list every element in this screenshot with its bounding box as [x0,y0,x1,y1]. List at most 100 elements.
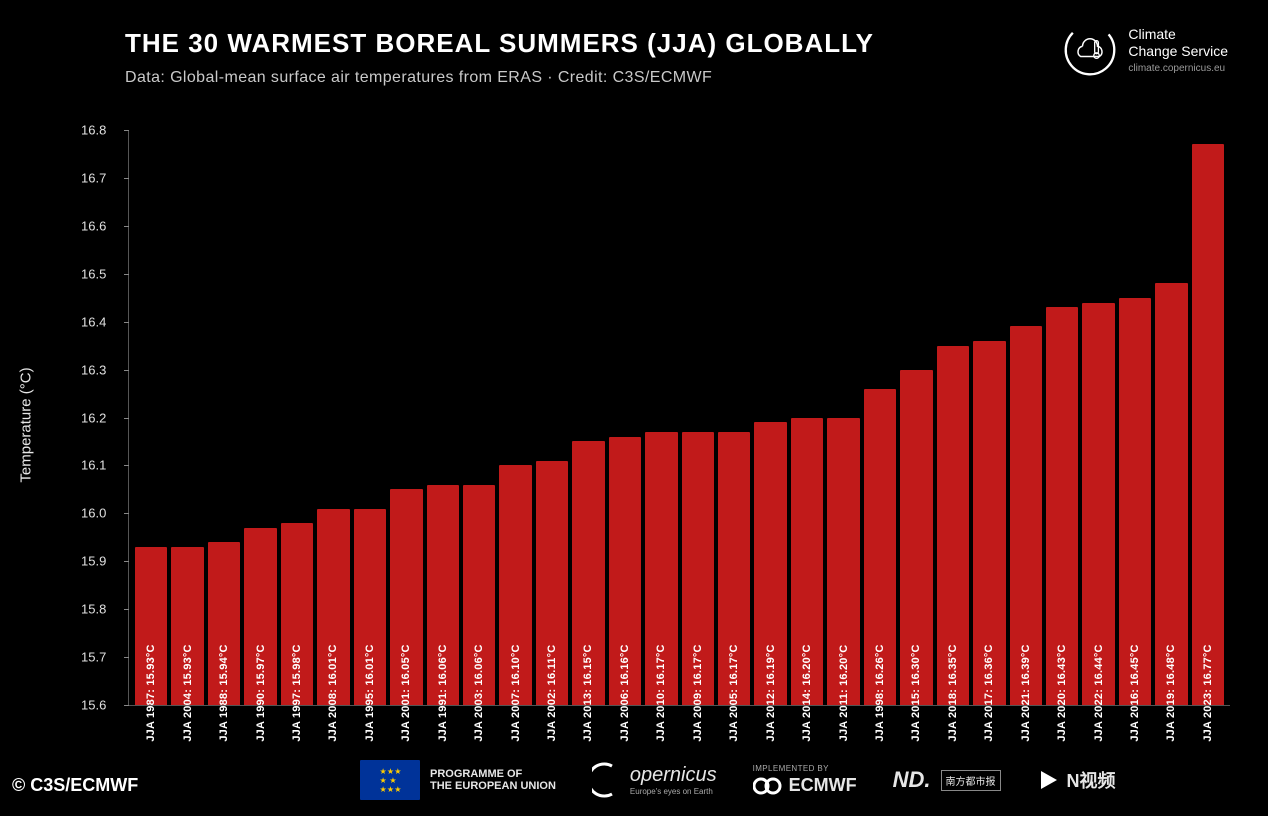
bar-value-label: JJA 2001: 16.05°C [400,644,412,741]
logo-text: Climate Change Service climate.copernicu… [1128,26,1228,75]
bar: JJA 1997: 15.98°C [281,523,313,705]
bar-value-label: JJA 2013: 16.15°C [582,644,594,741]
nd-box: 南方都市报 [941,770,1001,791]
bar: JJA 2019: 16.48°C [1155,283,1187,705]
bar: JJA 2004: 15.93°C [171,547,203,705]
bar: JJA 2001: 16.05°C [390,489,422,705]
bar-wrap: JJA 2015: 16.30°C [898,130,934,705]
bar-wrap: JJA 1997: 15.98°C [279,130,315,705]
bar-value-label: JJA 2005: 16.17°C [728,644,740,741]
bar-wrap: JJA 1998: 16.26°C [862,130,898,705]
bar-wrap: JJA 2011: 16.20°C [825,130,861,705]
bar-value-label: JJA 1991: 16.06°C [437,644,449,741]
y-tick-mark [124,274,129,275]
bar-value-label: JJA 2004: 15.93°C [182,644,194,741]
y-tick-mark [124,178,129,179]
bar: JJA 1998: 16.26°C [864,389,896,705]
page-root: THE 30 WARMEST BOREAL SUMMERS (JJA) GLOB… [0,0,1268,816]
y-tick-label: 16.3 [81,362,106,377]
bar-value-label: JJA 2018: 16.35°C [947,644,959,741]
nvideo-block: N视频 [1037,767,1116,793]
bar-value-label: JJA 2019: 16.48°C [1165,644,1177,741]
ecmwf-icon [753,776,783,796]
bar-wrap: JJA 2007: 16.10°C [497,130,533,705]
bar: JJA 2014: 16.20°C [791,418,823,706]
bar: JJA 2023: 16.77°C [1192,144,1224,705]
copernicus-name: opernicus [630,764,717,786]
y-tick-label: 16.7 [81,170,106,185]
bar-value-label: JJA 2022: 16.44°C [1093,644,1105,741]
y-tick-mark [124,370,129,371]
y-tick-label: 16.5 [81,266,106,281]
y-tick-mark [124,609,129,610]
bar: JJA 2002: 16.11°C [536,461,568,705]
bar-value-label: JJA 2020: 16.43°C [1056,644,1068,741]
y-axis-label: Temperature (°C) [18,367,35,482]
bar-wrap: JJA 1988: 15.94°C [206,130,242,705]
logo-url: climate.copernicus.eu [1128,63,1228,74]
bar: JJA 2006: 16.16°C [609,437,641,705]
bar: JJA 2005: 16.17°C [718,432,750,705]
bar-value-label: JJA 1997: 15.98°C [291,644,303,741]
bar-value-label: JJA 2002: 16.11°C [546,645,558,742]
bar-wrap: JJA 2009: 16.17°C [680,130,716,705]
bar-value-label: JJA 2010: 16.17°C [655,644,667,741]
bar: JJA 2022: 16.44°C [1082,303,1114,706]
bar-wrap: JJA 2001: 16.05°C [388,130,424,705]
y-tick-mark [124,226,129,227]
y-tick-label: 16.8 [81,123,106,138]
bar: JJA 2021: 16.39°C [1010,326,1042,705]
bar-value-label: JJA 2008: 16.01°C [327,644,339,741]
bar-wrap: JJA 1995: 16.01°C [352,130,388,705]
y-tick-mark [124,130,129,131]
chart-area: Temperature (°C) JJA 1987: 15.93°CJJA 20… [60,120,1240,730]
footer-logos: ★ ★ ★★ ★★ ★ ★ PROGRAMME OF THE EUROPEAN … [360,752,1248,808]
eu-text: PROGRAMME OF THE EUROPEAN UNION [430,768,556,792]
bar-value-label: JJA 2009: 16.17°C [692,644,704,741]
bar-value-label: JJA 2003: 16.06°C [473,644,485,741]
bar: JJA 2012: 16.19°C [754,422,786,705]
y-tick-mark [124,513,129,514]
eu-line2: THE EUROPEAN UNION [430,780,556,792]
bar: JJA 2016: 16.45°C [1119,298,1151,705]
nvideo-text: N视频 [1067,767,1116,793]
bar: JJA 2017: 16.36°C [973,341,1005,705]
y-tick-label: 16.6 [81,218,106,233]
bar-value-label: JJA 2012: 16.19°C [765,644,777,741]
copernicus-icon [592,760,620,800]
eu-flag-icon: ★ ★ ★★ ★★ ★ ★ [360,760,420,800]
bar-value-label: JJA 2021: 16.39°C [1020,644,1032,741]
bar: JJA 1991: 16.06°C [427,485,459,705]
bar-wrap: JJA 1990: 15.97°C [242,130,278,705]
bar-wrap: JJA 2003: 16.06°C [461,130,497,705]
y-tick-label: 16.4 [81,314,106,329]
copernicus-text: opernicus Europe's eyes on Earth [630,764,717,796]
bars-container: JJA 1987: 15.93°CJJA 2004: 15.93°CJJA 19… [129,130,1230,705]
bar: JJA 2008: 16.01°C [317,509,349,705]
play-icon [1037,768,1061,792]
logo-line2: Change Service [1128,43,1228,60]
bar-wrap: JJA 2023: 16.77°C [1190,130,1226,705]
bar-wrap: JJA 2002: 16.11°C [534,130,570,705]
eu-line1: PROGRAMME OF [430,768,556,780]
bar-wrap: JJA 2010: 16.17°C [643,130,679,705]
bar-value-label: JJA 2006: 16.16°C [619,644,631,741]
y-tick-mark [124,465,129,466]
bar-wrap: JJA 2012: 16.19°C [752,130,788,705]
bar-wrap: JJA 2019: 16.48°C [1153,130,1189,705]
eu-block: ★ ★ ★★ ★★ ★ ★ PROGRAMME OF THE EUROPEAN … [360,760,556,800]
bar: JJA 2020: 16.43°C [1046,307,1078,705]
bar-wrap: JJA 1987: 15.93°C [133,130,169,705]
copernicus-block: opernicus Europe's eyes on Earth [592,760,717,800]
copyright-text: © C3S/ECMWF [12,775,138,796]
bar-wrap: JJA 2017: 16.36°C [971,130,1007,705]
bar-wrap: JJA 2013: 16.15°C [570,130,606,705]
bar-wrap: JJA 2004: 15.93°C [169,130,205,705]
nd-block: ND. 南方都市报 [893,767,1001,793]
bar-wrap: JJA 2008: 16.01°C [315,130,351,705]
bar: JJA 2013: 16.15°C [572,441,604,705]
y-tick-label: 15.9 [81,554,106,569]
bar-wrap: JJA 2020: 16.43°C [1044,130,1080,705]
c3s-logo: Climate Change Service climate.copernicu… [1062,22,1228,78]
bar: JJA 2015: 16.30°C [900,370,932,705]
